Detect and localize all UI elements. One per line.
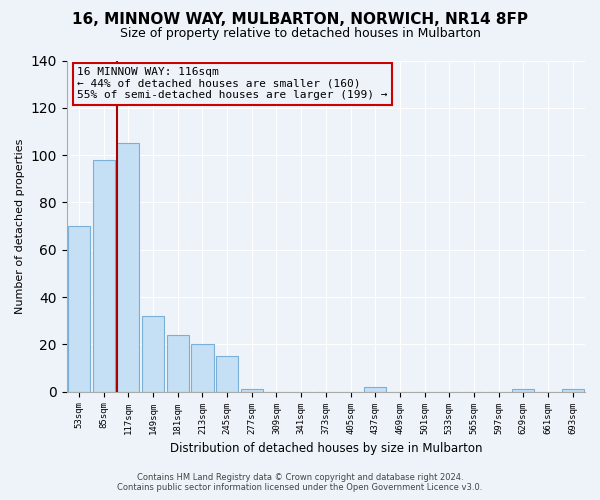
Bar (562, 390, 584, 392)
Text: 16, MINNOW WAY, MULBARTON, NORWICH, NR14 8FP: 16, MINNOW WAY, MULBARTON, NORWICH, NR14… (72, 12, 528, 28)
Text: Contains HM Land Registry data © Crown copyright and database right 2024.
Contai: Contains HM Land Registry data © Crown c… (118, 473, 482, 492)
Text: 16 MINNOW WAY: 116sqm
← 44% of detached houses are smaller (160)
55% of semi-det: 16 MINNOW WAY: 116sqm ← 44% of detached … (77, 67, 388, 100)
Bar (68, 226, 90, 392)
Text: Size of property relative to detached houses in Mulbarton: Size of property relative to detached ho… (119, 28, 481, 40)
Bar (216, 356, 238, 392)
Bar (364, 387, 386, 392)
Bar (92, 160, 115, 392)
Y-axis label: Number of detached properties: Number of detached properties (15, 138, 25, 314)
Bar (512, 390, 535, 392)
Bar (241, 390, 263, 392)
Bar (117, 144, 139, 392)
X-axis label: Distribution of detached houses by size in Mulbarton: Distribution of detached houses by size … (170, 442, 482, 455)
Bar (142, 316, 164, 392)
Bar (167, 335, 189, 392)
Bar (191, 344, 214, 392)
